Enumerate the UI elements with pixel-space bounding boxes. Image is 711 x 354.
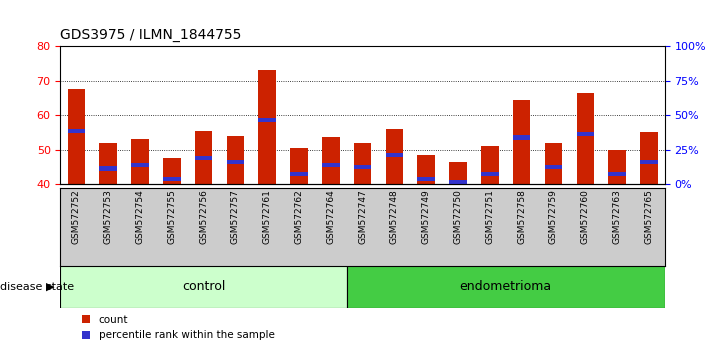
Bar: [227, 136, 244, 184]
Bar: [577, 93, 594, 184]
Bar: [449, 162, 467, 184]
Bar: [609, 149, 626, 184]
Text: GSM572758: GSM572758: [517, 189, 526, 244]
Bar: [163, 177, 181, 181]
Text: ▶: ▶: [46, 282, 54, 292]
Bar: [322, 137, 340, 184]
Bar: [60, 266, 347, 308]
Bar: [258, 70, 276, 184]
Bar: [545, 143, 562, 184]
Legend: count, percentile rank within the sample: count, percentile rank within the sample: [77, 311, 279, 344]
Bar: [640, 160, 658, 164]
Text: GSM572752: GSM572752: [72, 189, 81, 244]
Text: GSM572759: GSM572759: [549, 189, 558, 244]
Text: disease state: disease state: [0, 282, 74, 292]
Bar: [417, 177, 435, 181]
Bar: [290, 172, 308, 176]
Text: GSM572756: GSM572756: [199, 189, 208, 244]
Bar: [513, 136, 530, 139]
Text: GSM572763: GSM572763: [613, 189, 621, 244]
Text: endometrioma: endometrioma: [460, 280, 552, 293]
Bar: [577, 132, 594, 136]
Bar: [545, 165, 562, 169]
Text: GSM572749: GSM572749: [422, 189, 431, 244]
Bar: [68, 129, 85, 133]
Text: GDS3975 / ILMN_1844755: GDS3975 / ILMN_1844755: [60, 28, 242, 42]
Bar: [513, 99, 530, 184]
Bar: [290, 148, 308, 184]
Bar: [258, 118, 276, 122]
Text: control: control: [182, 280, 225, 293]
Bar: [322, 163, 340, 167]
Bar: [100, 166, 117, 171]
Bar: [640, 132, 658, 184]
Bar: [609, 172, 626, 176]
Bar: [195, 156, 213, 160]
Text: GSM572750: GSM572750: [454, 189, 463, 244]
Bar: [354, 165, 371, 169]
Text: GSM572765: GSM572765: [644, 189, 653, 244]
Text: GSM572761: GSM572761: [262, 189, 272, 244]
Text: GSM572760: GSM572760: [581, 189, 589, 244]
Bar: [227, 160, 244, 164]
Bar: [100, 143, 117, 184]
Bar: [354, 143, 371, 184]
Text: GSM572748: GSM572748: [390, 189, 399, 244]
Text: GSM572764: GSM572764: [326, 189, 336, 244]
Text: GSM572755: GSM572755: [167, 189, 176, 244]
Text: GSM572762: GSM572762: [294, 189, 304, 244]
Text: GSM572757: GSM572757: [231, 189, 240, 244]
Bar: [481, 146, 498, 184]
Bar: [385, 129, 403, 184]
Bar: [163, 158, 181, 184]
Bar: [132, 163, 149, 167]
Text: GSM572751: GSM572751: [486, 189, 494, 244]
Text: GSM572754: GSM572754: [136, 189, 144, 244]
Bar: [385, 153, 403, 157]
Bar: [449, 180, 467, 184]
Text: GSM572753: GSM572753: [104, 189, 112, 244]
Bar: [347, 266, 665, 308]
Bar: [132, 139, 149, 184]
Bar: [417, 155, 435, 184]
Bar: [68, 89, 85, 184]
Bar: [195, 131, 213, 184]
Bar: [481, 172, 498, 176]
Text: GSM572747: GSM572747: [358, 189, 367, 244]
